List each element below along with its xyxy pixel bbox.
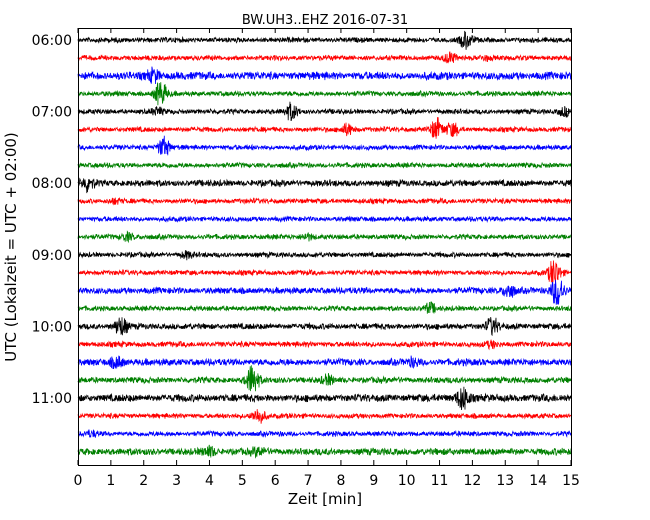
seismic-trace-0630 xyxy=(77,66,572,85)
y-axis-ticks: 06:00 07:00 08:00 09:00 10:00 11:00 xyxy=(32,33,571,407)
x-tick-label-7: 7 xyxy=(304,473,313,489)
x-tick-label-14: 14 xyxy=(529,473,547,489)
x-tick-label-9: 9 xyxy=(369,473,378,489)
y-tick-label-0700: 07:00 xyxy=(32,105,72,121)
x-axis-label: Zeit [min] xyxy=(288,490,362,508)
y-axis-label: UTC (Lokalzeit = UTC + 02:00) xyxy=(2,132,20,362)
x-tick-label-11: 11 xyxy=(431,473,449,489)
seismic-trace-0745 xyxy=(77,161,572,170)
seismic-trace-0915 xyxy=(77,260,572,284)
seismic-trace-0800 xyxy=(77,177,572,194)
seismic-trace-1115 xyxy=(77,409,572,424)
y-tick-label-1100: 11:00 xyxy=(32,391,72,407)
trace-group xyxy=(77,30,572,459)
x-tick-label-2: 2 xyxy=(139,473,148,489)
x-tick-label-1: 1 xyxy=(106,473,115,489)
seismic-trace-0930 xyxy=(77,279,572,305)
seismic-trace-0815 xyxy=(77,196,572,206)
x-tick-label-15: 15 xyxy=(562,473,580,489)
x-tick-label-13: 13 xyxy=(496,473,514,489)
plot-frame xyxy=(78,28,572,466)
x-tick-label-3: 3 xyxy=(172,473,181,489)
seismic-trace-1015 xyxy=(77,339,572,351)
x-axis-ticks: 0 1 2 3 4 5 6 7 8 9 10 11 12 13 14 15 xyxy=(74,28,580,489)
x-tick-label-0: 0 xyxy=(74,473,83,489)
seismic-trace-0945 xyxy=(77,301,572,314)
y-tick-label-0900: 09:00 xyxy=(32,248,72,264)
y-tick-label-0600: 06:00 xyxy=(32,33,72,49)
seismic-trace-0615 xyxy=(77,51,572,64)
seismic-trace-0600 xyxy=(77,30,572,50)
y-tick-label-0800: 08:00 xyxy=(32,176,72,192)
x-tick-label-8: 8 xyxy=(336,473,345,489)
seismic-trace-1045 xyxy=(77,365,572,392)
seismic-trace-1145 xyxy=(77,444,572,459)
seismic-trace-0900 xyxy=(78,250,572,261)
seismic-trace-0830 xyxy=(77,215,572,223)
seismic-trace-1100 xyxy=(77,386,572,411)
seismic-trace-1030 xyxy=(77,355,572,370)
chart-title: BW.UH3..EHZ 2016-07-31 xyxy=(242,13,408,28)
x-tick-label-10: 10 xyxy=(398,473,416,489)
seismic-trace-1130 xyxy=(77,429,572,438)
y-tick-label-1000: 10:00 xyxy=(32,319,72,335)
seismic-trace-0715 xyxy=(77,117,572,139)
seismic-trace-0845 xyxy=(77,230,572,244)
x-tick-label-12: 12 xyxy=(463,473,481,489)
seismic-trace-0645 xyxy=(77,82,572,106)
x-tick-label-6: 6 xyxy=(271,473,280,489)
x-tick-label-5: 5 xyxy=(238,473,247,489)
seismic-trace-0730 xyxy=(77,135,572,156)
x-tick-label-4: 4 xyxy=(205,473,214,489)
seismic-trace-0700 xyxy=(77,101,572,122)
seismic-trace-1000 xyxy=(77,317,572,337)
